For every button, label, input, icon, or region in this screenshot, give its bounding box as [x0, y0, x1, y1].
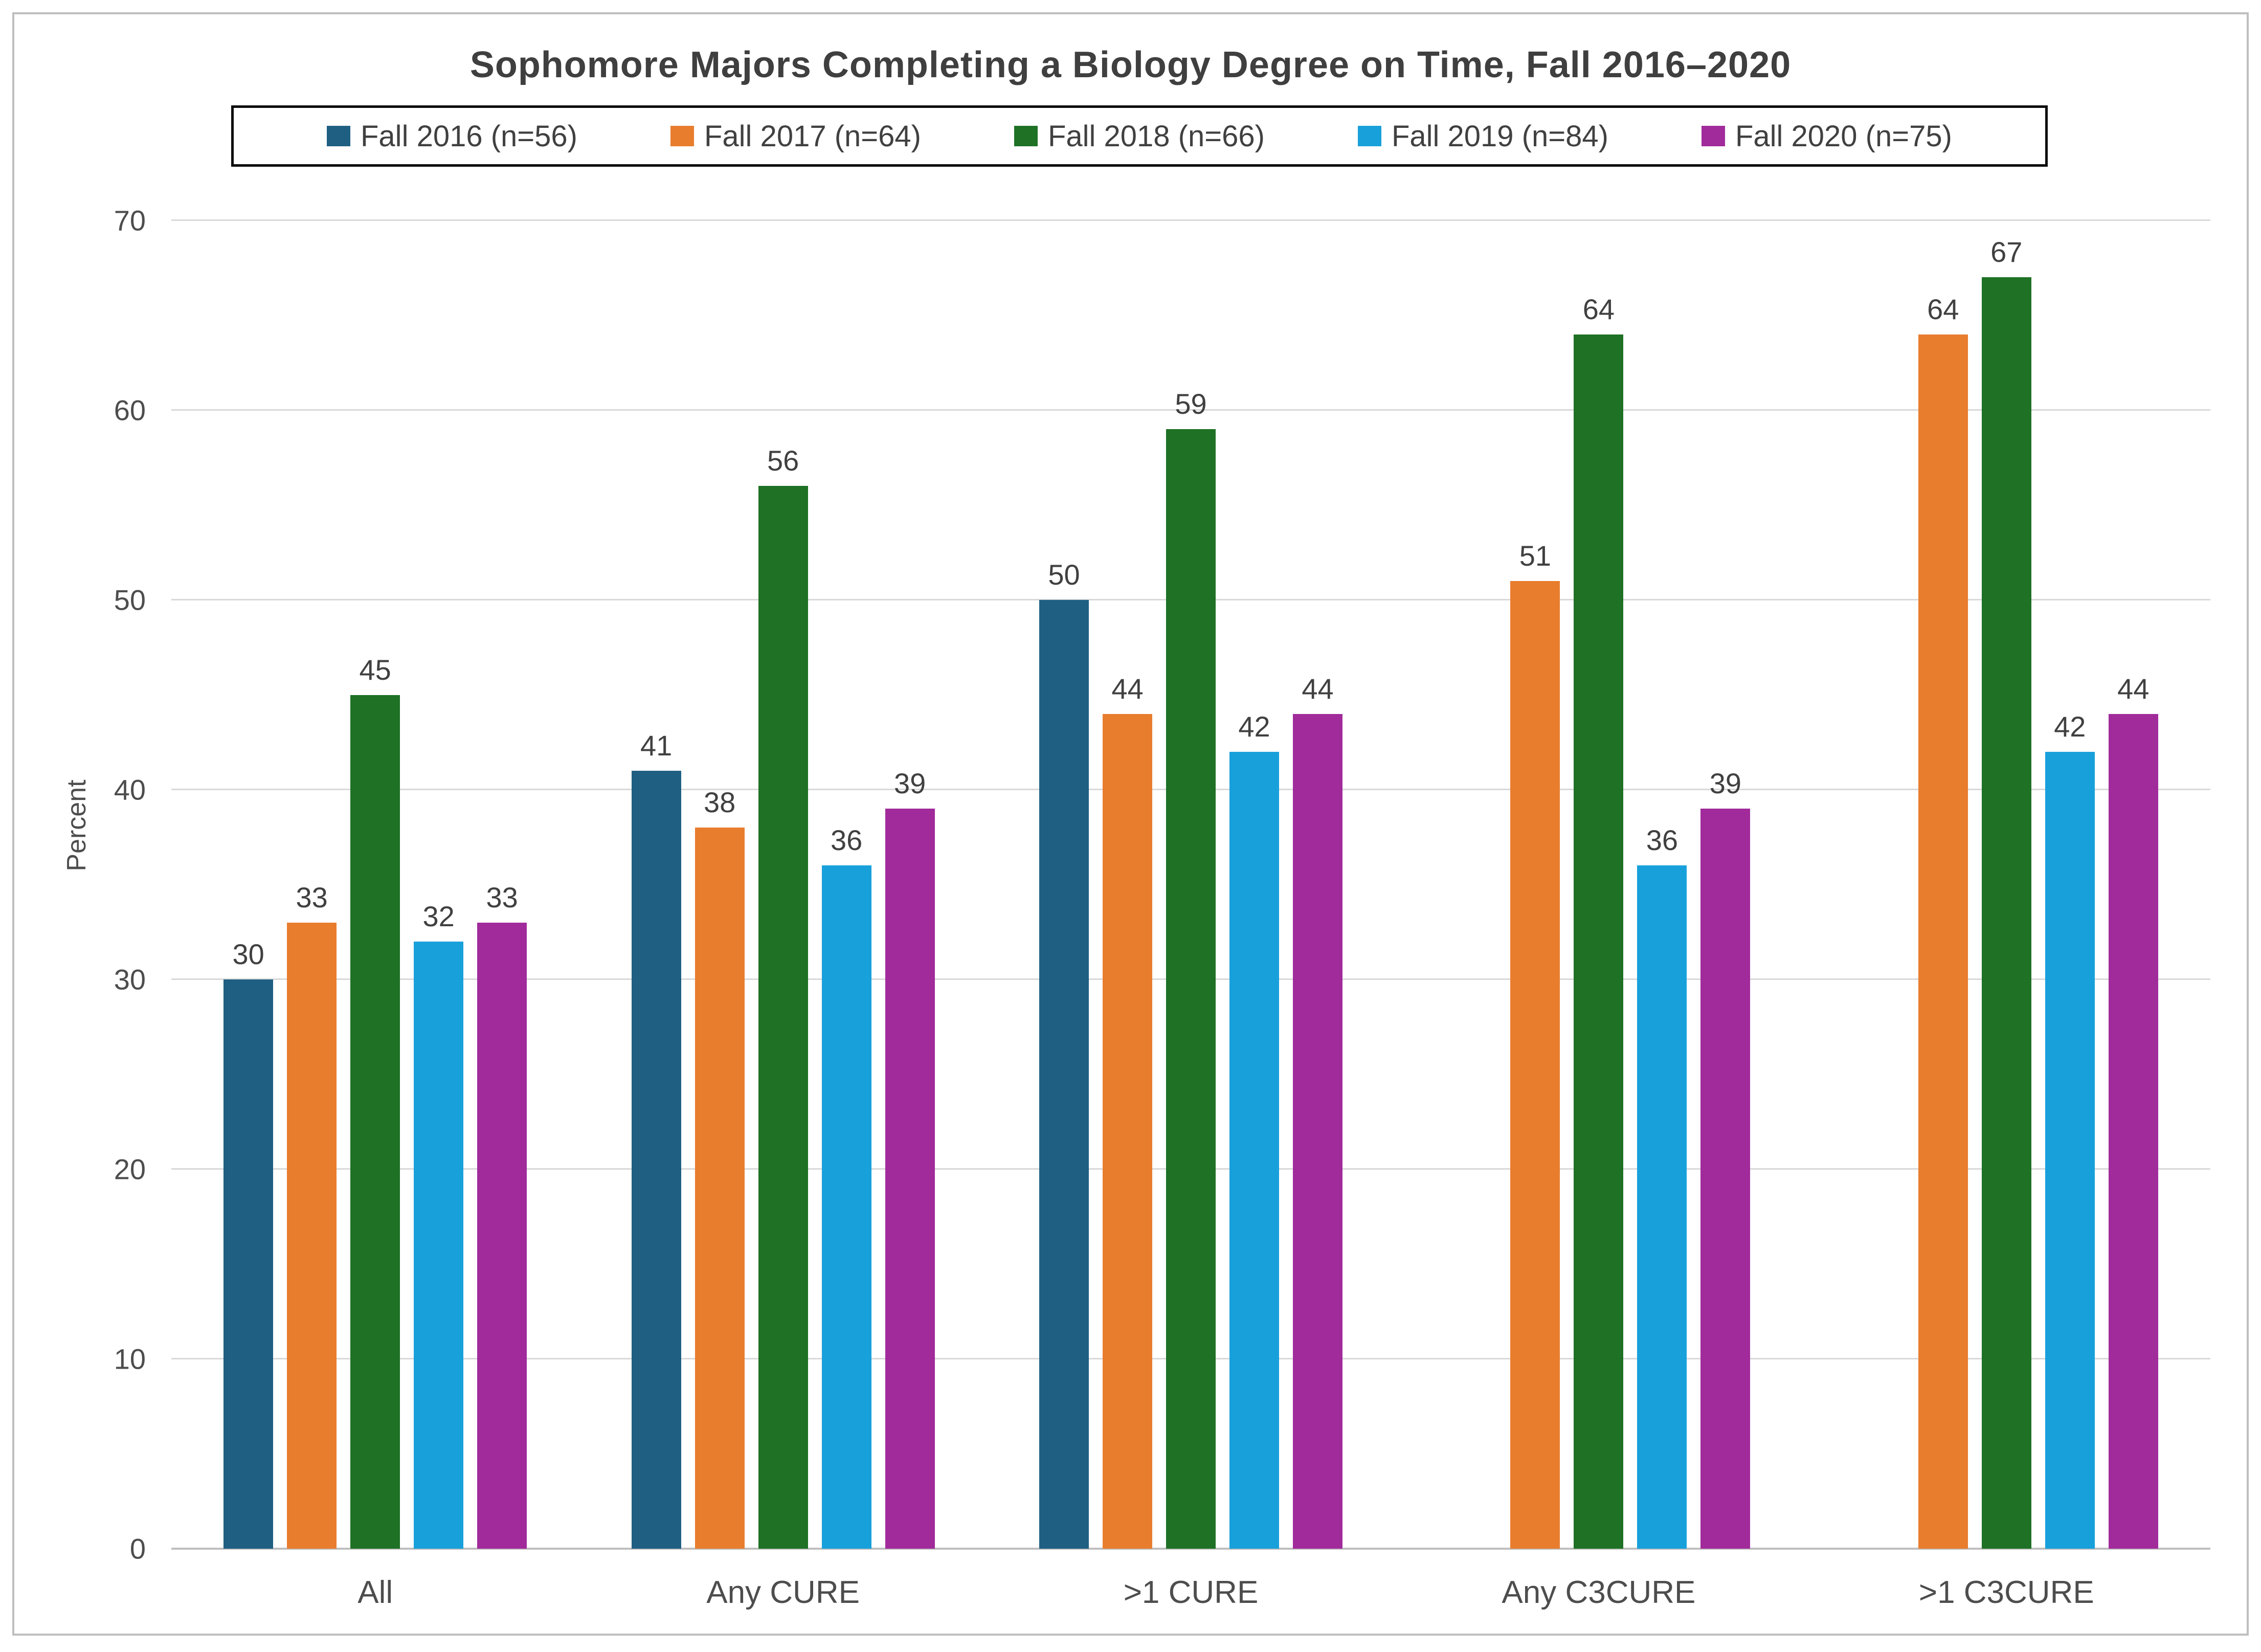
bar-value-label: 67 — [1990, 236, 2023, 269]
category-label: Any C3CURE — [1502, 1575, 1696, 1610]
legend-item: Fall 2018 (n=66) — [1014, 119, 1265, 153]
bar-value-label: 44 — [1111, 672, 1144, 705]
bar-value-label: 33 — [486, 881, 518, 913]
bar — [1166, 429, 1216, 1549]
bar — [1103, 713, 1152, 1549]
legend-item-label: Fall 2019 (n=84) — [1391, 119, 1608, 153]
y-tick-label: 60 — [114, 394, 146, 427]
legend-item: Fall 2019 (n=84) — [1357, 119, 1608, 153]
y-tick-label: 10 — [114, 1343, 146, 1375]
legend-swatch — [1357, 126, 1381, 146]
bar — [821, 865, 871, 1549]
category-label: >1 CURE — [1123, 1575, 1259, 1610]
bar — [1039, 600, 1089, 1549]
bar — [1700, 809, 1751, 1549]
legend-item-label: Fall 2020 (n=75) — [1735, 119, 1952, 153]
legend-swatch — [1014, 126, 1038, 146]
bar-value-label: 42 — [2054, 710, 2086, 743]
bar-value-label: 36 — [1646, 824, 1678, 857]
bar-value-label: 38 — [703, 786, 736, 819]
legend-item-label: Fall 2016 (n=56) — [361, 119, 577, 153]
bar — [350, 695, 400, 1549]
bar-value-label: 64 — [1582, 293, 1615, 325]
bar-value-label: 36 — [830, 824, 863, 857]
y-tick-label: 40 — [114, 773, 146, 806]
legend-item-label: Fall 2018 (n=66) — [1047, 119, 1265, 153]
bar — [1510, 581, 1560, 1549]
bar-value-label: 30 — [232, 938, 264, 970]
bar-value-label: 33 — [296, 881, 328, 913]
legend: Fall 2016 (n=56) Fall 2017 (n=64) Fall 201… — [231, 105, 2048, 167]
bar — [1918, 334, 1968, 1549]
legend-swatch — [1701, 126, 1725, 146]
chart-title: Sophomore Majors Completing a Biology De… — [469, 44, 1792, 85]
legend-item: Fall 2016 (n=56) — [327, 119, 577, 153]
y-tick-label: 70 — [114, 204, 146, 237]
bar — [1637, 865, 1687, 1549]
legend-swatch — [327, 126, 350, 146]
category-label: Any CURE — [706, 1575, 860, 1610]
bar-value-label: 44 — [1302, 672, 1334, 705]
bar — [1574, 334, 1624, 1549]
bar — [2108, 713, 2158, 1549]
legend-item: Fall 2020 (n=75) — [1701, 119, 1952, 153]
bar — [2045, 751, 2095, 1549]
bar-value-label: 50 — [1048, 559, 1080, 591]
bar — [1293, 713, 1342, 1549]
bar — [758, 486, 808, 1549]
category-label: >1 C3CURE — [1918, 1575, 2094, 1610]
x-axis-line — [171, 1548, 2210, 1550]
y-tick-label: 20 — [114, 1153, 146, 1186]
bar-value-label: 51 — [1519, 539, 1552, 572]
bar — [885, 809, 935, 1549]
bar-value-label: 39 — [893, 767, 926, 800]
bar-value-label: 39 — [1709, 767, 1742, 800]
bar — [287, 922, 337, 1549]
legend-swatch — [670, 126, 694, 146]
bar-value-label: 44 — [2117, 672, 2150, 705]
bar — [414, 941, 464, 1549]
gridline — [171, 219, 2210, 221]
bar-value-label: 42 — [1238, 710, 1270, 743]
bar — [1981, 277, 2031, 1549]
bar — [695, 828, 745, 1549]
bar-value-label: 59 — [1175, 388, 1207, 420]
y-tick-label: 50 — [114, 584, 146, 616]
gridline — [171, 409, 2210, 411]
bar — [477, 922, 527, 1549]
category-label: All — [357, 1575, 393, 1610]
bar — [223, 979, 274, 1549]
bar-value-label: 32 — [422, 900, 455, 932]
bar-value-label: 45 — [359, 653, 391, 686]
bar — [1229, 751, 1279, 1549]
y-tick-label: 30 — [114, 963, 146, 996]
legend-item-label: Fall 2017 (n=64) — [704, 119, 921, 153]
bar-value-label: 64 — [1927, 293, 1959, 325]
bar-value-label: 56 — [767, 444, 799, 477]
legend-item: Fall 2017 (n=64) — [670, 119, 921, 153]
y-tick-label: 0 — [129, 1532, 146, 1565]
bar — [631, 770, 681, 1549]
bar-value-label: 41 — [640, 729, 673, 762]
